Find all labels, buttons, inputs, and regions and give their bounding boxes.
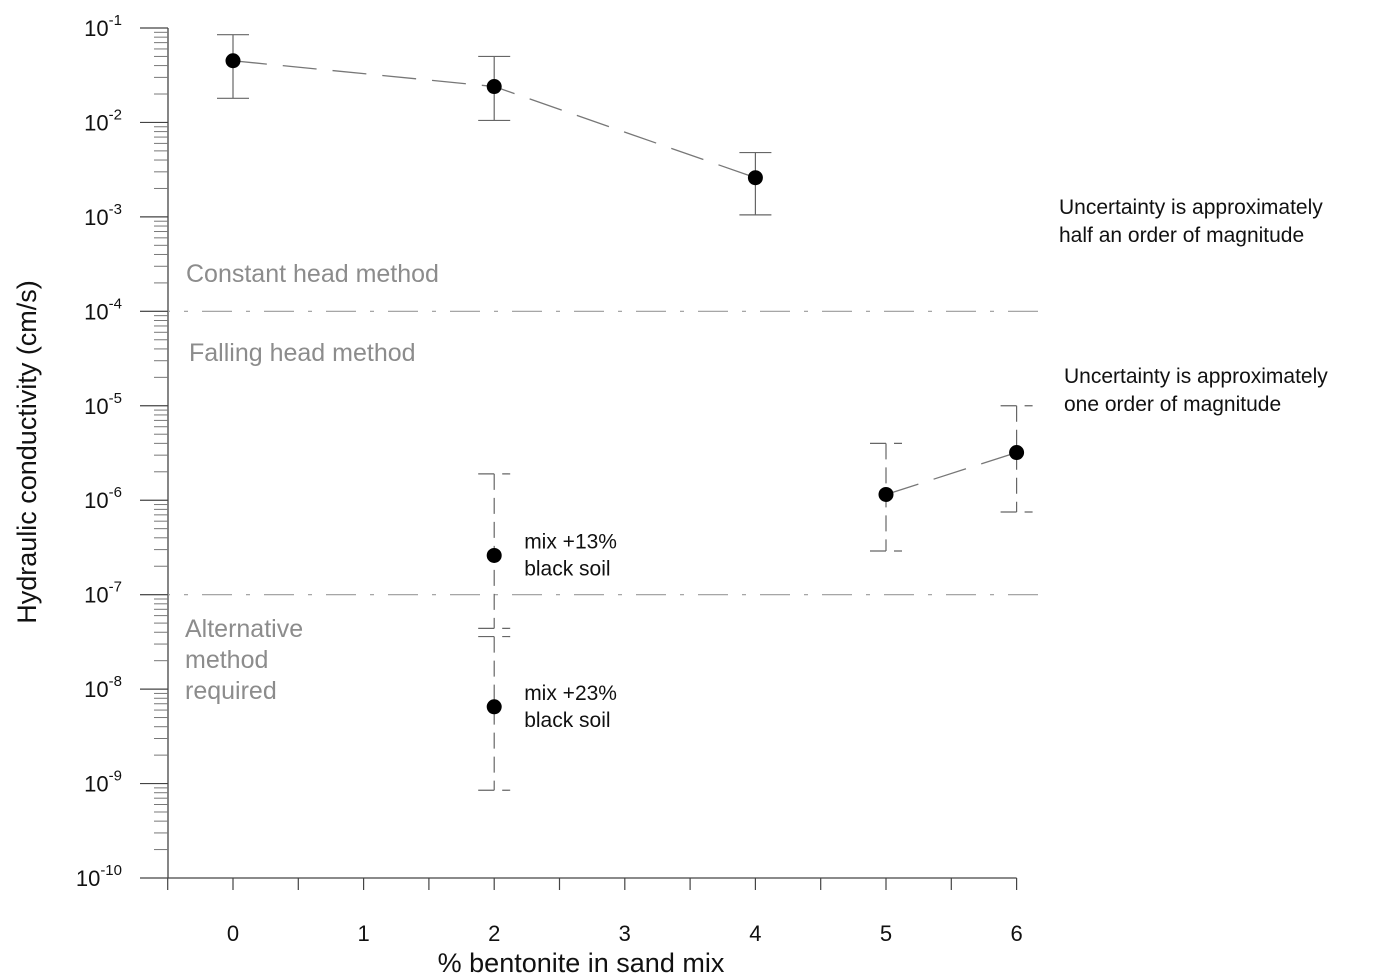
y-tick-label: 10-2	[84, 106, 122, 135]
data-point	[747, 170, 763, 186]
y-tick-base: 10	[84, 394, 108, 419]
y-axis-title: Hydraulic conductivity (cm/s)	[12, 280, 42, 624]
x-tick-label: 5	[880, 921, 892, 946]
method-boundary-lines	[140, 310, 1040, 596]
x-tick-label: 1	[357, 921, 369, 946]
data-point	[225, 53, 241, 69]
annotation-line: one order of magnitude	[1064, 393, 1281, 416]
annotation-line: Uncertainty is approximately	[1064, 365, 1328, 388]
y-tick-label: 10-8	[84, 673, 122, 702]
chart-frame	[167, 28, 1017, 879]
y-tick-exponent: -4	[109, 295, 122, 312]
region-label-line: required	[185, 677, 277, 705]
y-tick-exponent: -8	[109, 673, 122, 690]
y-tick-base: 10	[84, 205, 108, 230]
y-tick-base: 10	[84, 299, 108, 324]
data-point-label-line: black soil	[524, 709, 610, 732]
x-axis-title: % bentonite in sand mix	[438, 948, 725, 978]
y-tick-exponent: -2	[109, 106, 122, 123]
region-label-line: Falling head method	[189, 339, 416, 367]
data-point	[878, 486, 894, 502]
region-label-falling-head: Falling head method	[189, 339, 416, 367]
y-tick-exponent: -5	[109, 390, 122, 407]
y-tick-base: 10	[84, 772, 108, 797]
y-tick-label: 10-3	[84, 201, 122, 230]
y-axis-ticks: 10-110-210-310-410-510-610-710-810-910-1…	[76, 12, 168, 891]
region-label-line: method	[185, 646, 268, 674]
x-axis-ticks: 0 1 2 3 4 5 6	[167, 878, 1023, 946]
y-tick-exponent: -10	[100, 862, 122, 879]
x-tick-label: 4	[749, 921, 761, 946]
x-tick-label: 6	[1010, 921, 1022, 946]
y-tick-base: 10	[84, 110, 108, 135]
data-point-label-line: mix +23%	[524, 682, 617, 705]
data-point-label-line: black soil	[524, 557, 610, 580]
data-point-label: mix +13% black soil	[524, 530, 617, 580]
y-tick-label: 10-9	[84, 768, 122, 797]
region-label-line: Alternative	[185, 615, 303, 643]
region-label-constant-head: Constant head method	[186, 260, 439, 288]
annotation-line: half an order of magnitude	[1059, 224, 1304, 247]
data-point-label: mix +23% black soil	[524, 682, 617, 732]
y-tick-label: 10-4	[84, 295, 122, 324]
y-tick-base: 10	[84, 583, 108, 608]
data-series: mix +13% black soil mix +23% black soil	[217, 34, 1033, 791]
x-tick-label: 3	[619, 921, 631, 946]
data-point-label-line: mix +13%	[524, 530, 617, 553]
annotation-half-order: Uncertainty is approximately half an ord…	[1059, 196, 1329, 247]
annotation-line: Uncertainty is approximately	[1059, 196, 1323, 219]
y-tick-exponent: -9	[109, 768, 122, 785]
annotation-one-order: Uncertainty is approximately one order o…	[1064, 365, 1334, 416]
y-tick-base: 10	[84, 677, 108, 702]
region-label-line: Constant head method	[186, 260, 439, 288]
data-point	[486, 547, 502, 563]
y-tick-base: 10	[84, 488, 108, 513]
y-tick-label: 10-6	[84, 484, 122, 513]
y-tick-exponent: -7	[109, 579, 122, 596]
data-point	[1009, 445, 1025, 461]
x-tick-label: 2	[488, 921, 500, 946]
y-tick-exponent: -6	[109, 484, 122, 501]
data-point	[486, 699, 502, 715]
y-tick-exponent: -3	[109, 201, 122, 218]
y-tick-label: 10-10	[76, 862, 122, 891]
y-tick-label: 10-5	[84, 390, 122, 419]
x-tick-label: 0	[227, 921, 239, 946]
y-tick-base: 10	[84, 16, 108, 41]
series-connector-line	[885, 451, 1017, 496]
y-tick-label: 10-1	[84, 12, 122, 41]
region-label-alternative: Alternative method required	[185, 615, 310, 705]
data-point	[486, 79, 502, 95]
y-tick-label: 10-7	[84, 579, 122, 608]
y-tick-exponent: -1	[109, 12, 122, 29]
y-tick-base: 10	[76, 866, 100, 891]
